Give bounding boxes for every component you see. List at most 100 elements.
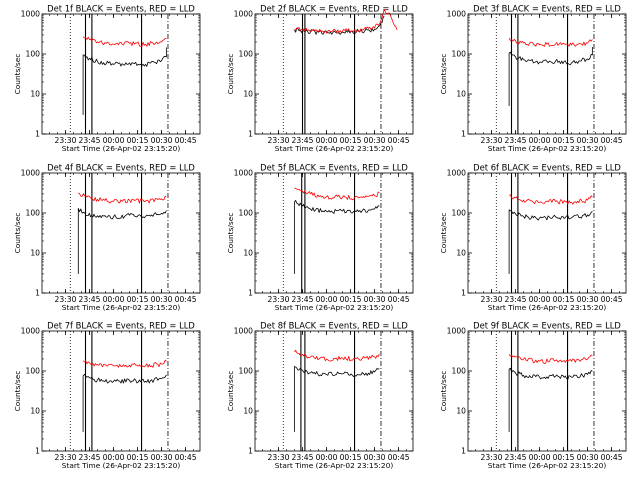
series-events-line (294, 366, 380, 432)
y-tick-label: 1 (461, 130, 466, 139)
y-tick-label: 1 (248, 289, 253, 298)
y-tick-label: 1 (248, 130, 253, 139)
x-tick-label: 23:45 (292, 453, 314, 462)
x-tick-label: 00:15 (553, 295, 575, 304)
x-tick-label: 00:15 (340, 453, 362, 462)
plot-frame (41, 13, 201, 135)
x-tick-label: 00:15 (553, 136, 575, 145)
y-axis-label: Counts/sec (439, 371, 448, 412)
y-tick-label: 1000 (21, 327, 40, 336)
series-events-line (508, 367, 593, 432)
x-tick-label: 00:30 (151, 136, 173, 145)
y-tick-label: 10 (30, 90, 40, 99)
x-tick-label: 00:45 (175, 136, 197, 145)
y-tick-label: 100 (239, 50, 254, 59)
y-tick-label: 1000 (234, 169, 253, 178)
x-tick-label: 00:15 (553, 453, 575, 462)
y-tick-label: 100 (239, 367, 254, 376)
panel-det-3: Det 3f BLACK = Events, RED = LLD 1 10 100 10… (439, 4, 627, 153)
y-tick-label: 100 (452, 209, 467, 218)
series-lld-line (82, 359, 167, 368)
panel-det-5: Det 5f BLACK = Events, RED = LLD 1 10 100 10… (226, 163, 414, 312)
y-tick-label: 100 (452, 367, 467, 376)
plot-frame (467, 13, 627, 135)
x-axis-label: Start Time (26-Apr-02 23:15:20) (275, 461, 394, 470)
plot-title: Det 4f BLACK = Events, RED = LLD (47, 163, 195, 173)
y-tick-label: 1000 (21, 169, 40, 178)
y-tick-label: 10 (243, 407, 253, 416)
x-tick-label: 00:30 (151, 295, 173, 304)
y-tick-label: 1 (461, 447, 466, 456)
x-tick-label: 00:15 (127, 136, 149, 145)
x-axis-label: Start Time (26-Apr-02 23:15:20) (62, 461, 181, 470)
series-lld-line (509, 194, 593, 205)
y-tick-label: 10 (456, 407, 466, 416)
x-tick-label: 00:00 (316, 453, 338, 462)
x-tick-label: 00:00 (103, 453, 125, 462)
series-lld-line (294, 187, 380, 201)
plot-title: Det 1f BLACK = Events, RED = LLD (47, 4, 195, 14)
y-tick-label: 1 (35, 447, 40, 456)
x-tick-label: 23:45 (79, 453, 101, 462)
x-tick-label: 00:00 (316, 295, 338, 304)
series-events-line (77, 208, 167, 274)
x-axis-label: Start Time (26-Apr-02 23:15:20) (62, 303, 181, 312)
y-tick-label: 1000 (234, 327, 253, 336)
x-tick-label: 00:30 (364, 295, 386, 304)
panel-det-6: Det 6f BLACK = Events, RED = LLD 1 10 100 10… (439, 163, 627, 312)
x-tick-label: 00:30 (577, 295, 599, 304)
y-tick-label: 100 (452, 50, 467, 59)
x-tick-label: 00:15 (127, 453, 149, 462)
series-lld-line (508, 354, 593, 364)
y-axis-label: Counts/sec (439, 213, 448, 254)
series-events-line (508, 209, 593, 274)
y-tick-label: 100 (26, 50, 41, 59)
x-tick-label: 00:15 (340, 136, 362, 145)
x-tick-label: 00:00 (529, 136, 551, 145)
y-axis-label: Counts/sec (226, 213, 235, 254)
plot-title: Det 6f BLACK = Events, RED = LLD (473, 163, 621, 173)
y-tick-label: 1 (35, 289, 40, 298)
x-tick-label: 23:30 (55, 295, 77, 304)
y-tick-label: 1000 (447, 169, 466, 178)
x-tick-label: 23:45 (292, 295, 314, 304)
panel-det-4: Det 4f BLACK = Events, RED = LLD 1 10 100 10… (13, 163, 201, 312)
x-tick-label: 00:00 (316, 136, 338, 145)
series-lld-line (294, 349, 380, 362)
x-tick-label: 23:45 (292, 136, 314, 145)
series-lld-line (82, 36, 167, 47)
plot-title: Det 3f BLACK = Events, RED = LLD (473, 4, 621, 14)
x-tick-label: 23:30 (268, 136, 290, 145)
y-tick-label: 1 (35, 130, 40, 139)
x-tick-label: 00:45 (175, 453, 197, 462)
x-tick-label: 00:30 (151, 453, 173, 462)
plot-frame (41, 330, 201, 452)
panel-det-9: Det 9f BLACK = Events, RED = LLD 1 10 100 10… (439, 321, 627, 470)
y-axis-label: Counts/sec (226, 371, 235, 412)
y-axis-label: Counts/sec (13, 371, 22, 412)
plot-title: Det 5f BLACK = Events, RED = LLD (260, 163, 408, 173)
x-tick-label: 23:30 (481, 136, 503, 145)
x-tick-label: 23:30 (481, 453, 503, 462)
series-lld-line (294, 9, 398, 34)
x-tick-label: 23:30 (481, 295, 503, 304)
x-tick-label: 23:45 (505, 295, 527, 304)
x-tick-label: 00:45 (601, 453, 623, 462)
y-tick-label: 1000 (447, 10, 466, 19)
x-tick-label: 00:00 (529, 453, 551, 462)
x-tick-label: 00:45 (601, 295, 623, 304)
x-tick-label: 23:45 (79, 136, 101, 145)
x-axis-label: Start Time (26-Apr-02 23:15:20) (488, 144, 607, 153)
y-tick-label: 1000 (21, 10, 40, 19)
panel-det-8: Det 8f BLACK = Events, RED = LLD 1 10 100 10… (226, 321, 414, 470)
y-tick-label: 100 (26, 367, 41, 376)
plot-title: Det 7f BLACK = Events, RED = LLD (47, 321, 195, 331)
y-tick-label: 10 (30, 407, 40, 416)
x-tick-label: 00:30 (364, 453, 386, 462)
x-tick-label: 00:15 (127, 295, 149, 304)
x-axis-label: Start Time (26-Apr-02 23:15:20) (275, 303, 394, 312)
x-tick-label: 00:45 (388, 295, 410, 304)
plot-frame (41, 172, 201, 294)
x-tick-label: 23:30 (268, 295, 290, 304)
